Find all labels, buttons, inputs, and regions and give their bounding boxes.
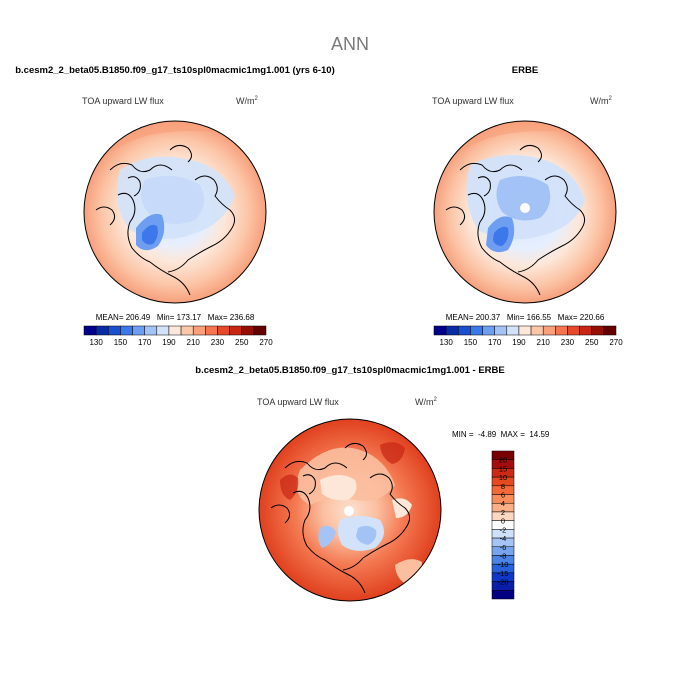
colorbar-swatch [482,325,495,336]
variable-label: TOA upward LW flux [82,96,164,106]
colorbar-label: -4 [500,534,507,543]
colorbar-swatch [168,325,182,336]
colorbar-label: 150 [464,338,478,347]
colorbar-swatch [555,325,568,336]
colorbar-label: 2 [501,508,505,517]
panel-heading: b.cesm2_2_beta05.B1850.f09_g17_ts10spl0m… [15,65,335,76]
colorbar-label: 210 [187,338,201,347]
colorbar-swatch [180,325,194,336]
colorbar-swatch [494,325,508,336]
coastlines [445,144,586,296]
panel-heading: ERBE [512,65,538,76]
colorbar-label: 130 [89,338,103,347]
colorbar-label: -8 [500,551,507,560]
colorbar-label: 270 [609,338,623,347]
colorbar-swatch [120,325,133,336]
colorbar-label: 130 [439,338,453,347]
colorbar-swatch [542,325,556,336]
panel-difference: b.cesm2_2_beta05.B1850.f09_g17_ts10spl0m… [195,365,550,602]
colorbar-swatch [108,325,121,336]
colorbar-label: -10 [498,560,509,569]
colorbar-swatch [433,325,447,336]
colorbar-swatch [132,325,145,336]
colorbar-swatch [144,325,158,336]
variable-label: TOA upward LW flux [432,96,514,106]
stats-line: MIN = -4.89 MAX = 14.59 [452,430,550,439]
panel-model: b.cesm2_2_beta05.B1850.f09_g17_ts10spl0m… [15,65,335,347]
colorbar-label: -15 [498,569,509,578]
colorbar-label: 190 [162,338,176,347]
colorbar-swatch [458,325,471,336]
polar-map [83,120,267,304]
colorbar-label: 15 [499,464,507,473]
colorbar-swatch [253,325,267,336]
colorbar-label: 8 [501,482,505,491]
colorbar-label: 0 [501,517,505,526]
polar-map [433,120,617,304]
page-title: ANN [331,34,369,54]
colorbar-swatch [470,325,483,336]
colorbar-label: 150 [114,338,128,347]
variable-label: TOA upward LW flux [257,397,339,407]
colorbar-label: 230 [561,338,575,347]
colorbar-swatch [591,325,605,336]
colorbar-swatch [506,325,520,336]
panel-heading: b.cesm2_2_beta05.B1850.f09_g17_ts10spl0m… [195,365,504,376]
colorbar-label: 190 [512,338,526,347]
colorbar-swatch [491,590,515,600]
colorbar-swatch [95,325,109,336]
units-label: W/m2 [236,96,259,106]
colorbar-swatch [205,325,218,336]
coastlines [95,144,236,296]
colorbar-label: 230 [211,338,225,347]
colorbar: 130 150 170 190 210 230 250 270 [83,325,273,347]
colorbar-swatch [518,325,532,336]
colorbar-label: 20 [499,456,507,465]
units-label: W/m2 [590,96,613,106]
coastlines [270,442,411,594]
stats-line: MEAN= 200.37 Min= 166.55 Max= 220.66 [446,313,605,322]
panel-observations: ERBE TOA upward LW flux W/m2 [432,65,623,347]
polar-map [258,418,442,602]
colorbar-label: -2 [500,525,507,534]
colorbar-label: 10 [499,473,507,482]
colorbar-swatch [530,325,544,336]
colorbar-label: 6 [501,491,505,500]
colorbar-swatch [192,325,206,336]
colorbar-label: 170 [488,338,502,347]
colorbar-label: 250 [585,338,599,347]
colorbar-swatch [241,325,255,336]
colorbar-label: 270 [259,338,273,347]
colorbar-label: 250 [235,338,249,347]
colorbar-swatch [83,325,97,336]
colorbar-swatch [229,325,242,336]
colorbar-swatch [567,325,580,336]
colorbar-label: 170 [138,338,152,347]
units-label: W/m2 [415,397,438,407]
colorbar-swatch [217,325,230,336]
colorbar-swatch [445,325,459,336]
colorbar-swatch [579,325,592,336]
colorbar-label: -6 [500,543,507,552]
colorbar-label: 4 [501,499,505,508]
colorbar-swatch [603,325,617,336]
stats-line: MEAN= 206.49 Min= 173.17 Max= 236.68 [96,313,255,322]
colorbar: 130 150 170 190 210 230 250 270 [433,325,623,347]
colorbar-label: -20 [498,578,509,587]
colorbar-label: 210 [537,338,551,347]
colorbar-swatch [156,325,170,336]
